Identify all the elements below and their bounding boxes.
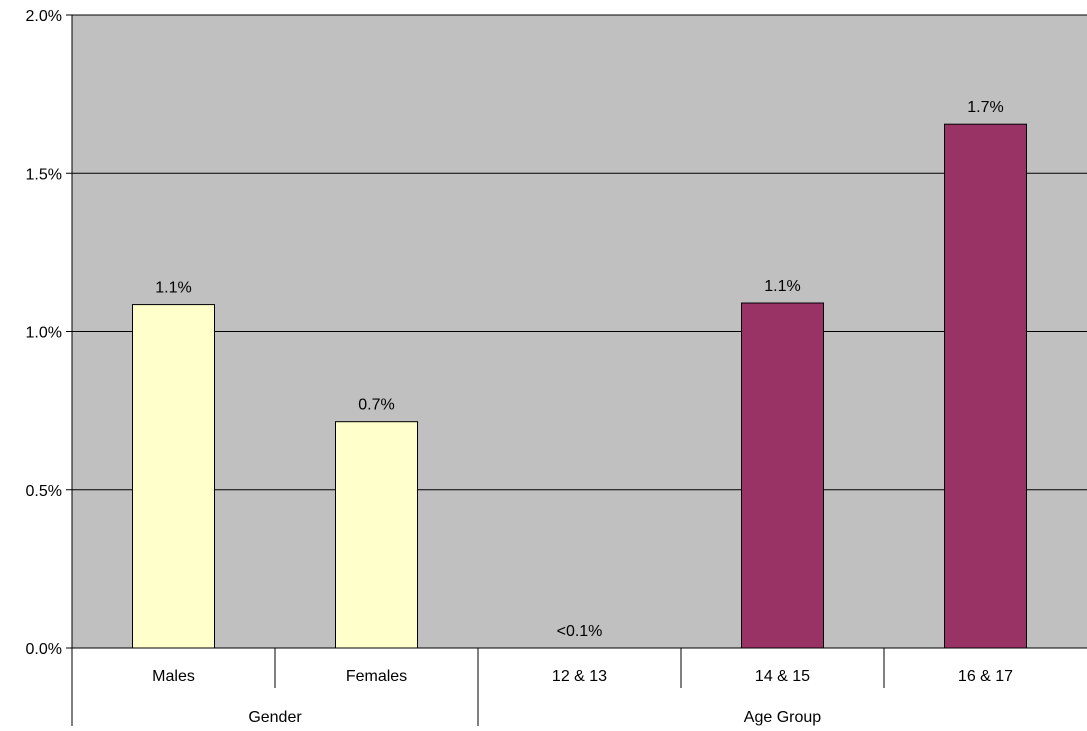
bar [335,421,418,649]
data-label: 1.1% [155,280,191,297]
bars [132,123,1027,649]
y-tick-label: 1.5% [26,166,62,183]
y-tick-label: 1.0% [26,325,62,342]
y-tick-label: 0.0% [26,641,62,658]
y-tick-label: 0.5% [26,483,62,500]
y-tick-label: 2.0% [26,8,62,25]
x-tick-label: 14 & 15 [755,668,810,685]
bar [944,123,1027,649]
x-tick-label: Males [152,668,195,685]
bar [132,304,215,649]
y-axis: 0.0% 0.5% 1.0% 1.5% 2.0% [26,8,73,658]
x-axis: Males Females 12 & 13 14 & 15 16 & 17 Gender A… [71,647,1087,726]
group-label: Gender [248,709,302,726]
x-tick-label: 12 & 13 [552,668,607,685]
group-label: Age Group [744,709,821,726]
x-tick-label: Females [346,668,407,685]
data-label: 0.7% [358,397,394,414]
value-labels: 1.1% 0.7% <0.1% 1.1% 1.7% [155,99,1003,640]
x-tick-label: 16 & 17 [958,668,1013,685]
data-label: 1.7% [967,99,1003,116]
gridlines [72,14,1087,491]
data-label: <0.1% [557,623,603,640]
data-label: 1.1% [764,278,800,295]
bar [741,302,824,649]
